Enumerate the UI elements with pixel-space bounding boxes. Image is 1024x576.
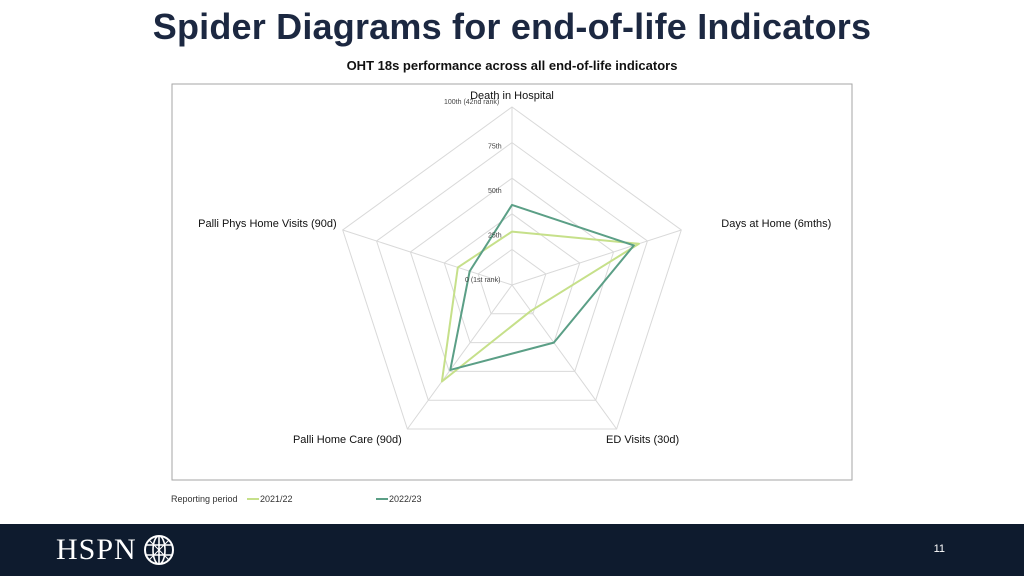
spoke-days-at-home-6mths — [511, 229, 682, 286]
spoke-palli-home-care-90d — [406, 284, 513, 430]
grid-ring-1 — [477, 248, 547, 315]
grid-ring-2 — [443, 213, 581, 344]
legend-text-2021-22: 2021/22 — [260, 494, 293, 504]
tick-label-75th: 75th — [488, 144, 502, 151]
axis-label-palli-phys-home-visits-90d: Palli Phys Home Visits (90d) — [198, 218, 337, 230]
legend-swatch-2022-23 — [376, 497, 388, 500]
legend-swatch-2021-22 — [247, 497, 259, 500]
tick-label-50th: 50th — [488, 188, 502, 195]
chart-title: OHT 18s performance across all end-of-li… — [346, 58, 678, 73]
hspn-logo: HSPN — [56, 533, 175, 566]
globe-icon — [143, 535, 174, 565]
footer-bar: HSPN 11 — [0, 524, 1024, 576]
tick-label-100th-42nd-rank: 100th (42nd rank) — [444, 99, 499, 106]
logo-text: HSPN — [56, 533, 137, 566]
axis-label-ed-visits-30d: ED Visits (30d) — [606, 434, 679, 446]
axis-label-palli-home-care-90d: Palli Home Care (90d) — [293, 434, 402, 446]
series-line-2021-22 — [440, 230, 640, 383]
radar-series — [440, 203, 640, 383]
grid-ring-4 — [375, 141, 649, 401]
spoke-ed-visits-30d — [511, 284, 618, 430]
axis-label-death-in-hospital: Death in Hospital — [470, 90, 554, 102]
axis-label-days-at-home-6mths: Days at Home (6mths) — [721, 218, 831, 230]
slide-title: Spider Diagrams for end-of-life Indicato… — [152, 6, 872, 47]
legend-title: Reporting period — [171, 494, 238, 504]
spoke-palli-phys-home-visits-90d — [342, 229, 513, 286]
series-line-2022-23 — [449, 203, 635, 371]
legend-item-2022-23: 2022/23 — [376, 494, 422, 504]
page-number: 11 — [933, 543, 945, 555]
grid-ring-5 — [342, 106, 682, 430]
radar-labels: 0 (1st rank) 25th 50th 75th 100th (42nd rank… — [198, 90, 831, 446]
legend-item-2021-22: 2021/22 — [247, 494, 293, 504]
tick-label-25th: 25th — [488, 233, 502, 240]
legend-text-2022-23: 2022/23 — [389, 494, 422, 504]
tick-label-0-1st-rank: 0 (1st rank) — [465, 277, 500, 284]
